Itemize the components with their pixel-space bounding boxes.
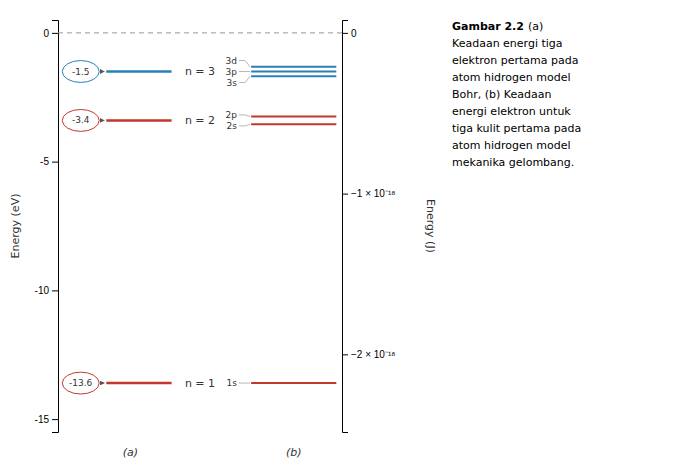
tick: 0: [342, 28, 357, 39]
level-label: n = 3: [185, 65, 215, 78]
reference-line: [58, 32, 342, 33]
caption-line: atom hidrogen model: [452, 139, 571, 152]
panel-label: (a): [123, 446, 138, 459]
plot-area: [58, 33, 342, 383]
axis-line: [52, 21, 59, 433]
data-label: -13.6: [69, 378, 93, 388]
tick-label: -10: [35, 285, 50, 296]
leader-line: [239, 124, 250, 126]
axis-line: [343, 21, 349, 433]
arrow: [101, 383, 104, 384]
tick-mark: [342, 33, 348, 34]
energy-level: [251, 75, 336, 77]
y2-axis-title: Energy (J): [424, 199, 437, 253]
sublevel-label: 1s: [226, 378, 237, 388]
energy-level: [106, 119, 171, 122]
energy-level: [106, 382, 171, 385]
caption-line: Keadaan energi tiga: [452, 37, 563, 50]
leader-line: [239, 115, 250, 117]
sublevel-label: 3s: [226, 78, 237, 88]
sublevel-label: 3d: [225, 56, 236, 66]
tick-mark: [52, 33, 58, 34]
energy-level: [251, 123, 336, 125]
sublevel-label: 3p: [225, 67, 237, 77]
tick-mark: [52, 290, 58, 291]
caption-line: energi elektron untuk: [452, 105, 571, 118]
tick-mark: [342, 354, 348, 355]
caption-line: Bohr, (b) Keadaan: [452, 88, 551, 101]
y2-axis: 0 −1 × 10⁻¹⁸ −2 × 10⁻¹⁸: [342, 21, 395, 433]
caption-line: mekanika gelombang.: [452, 156, 574, 169]
tick-label: −1 × 10⁻¹⁸: [351, 188, 395, 199]
energy-level: [251, 66, 336, 68]
tick-label: 0: [351, 28, 357, 39]
tick-mark: [52, 419, 58, 420]
tick-label: 0: [43, 28, 49, 39]
caption-line: tiga kulit pertama pada: [452, 122, 581, 135]
label-ellipse: [62, 109, 99, 131]
chart: 0 -5 -10 -15 0 −1 × 10⁻¹⁸ −2 × 10⁻¹⁸ Energy (eV…: [0, 0, 682, 476]
leader-line: [239, 76, 250, 82]
leader-line: [239, 71, 250, 72]
label-ellipse: [62, 372, 99, 394]
tick: −1 × 10⁻¹⁸: [342, 188, 395, 199]
caption-text: (a): [528, 20, 543, 33]
level-label: n = 1: [185, 377, 215, 390]
data-label: -1.5: [72, 67, 90, 77]
panel-label: (b): [286, 446, 302, 459]
energy-level: [251, 382, 336, 384]
label-ellipse: [62, 61, 99, 83]
tick: 0: [43, 28, 58, 39]
level-label: n = 2: [185, 114, 215, 127]
tick-label: −2 × 10⁻¹⁸: [351, 349, 395, 360]
caption-line: Gambar 2.2 (a): [452, 20, 543, 33]
tick: −2 × 10⁻¹⁸: [342, 349, 395, 360]
y-axis-title: Energy (eV): [9, 194, 22, 259]
tick-mark: [52, 162, 58, 163]
sublevel-label: 2p: [225, 110, 237, 120]
tick: -10: [35, 285, 58, 296]
energy-level: [106, 70, 171, 73]
y-axis: 0 -5 -10 -15: [35, 21, 59, 433]
leader-line: [239, 61, 250, 67]
labels: -13.6 n = 1 -3.4 n = 2 -1.5 n = 3 3d3p3s 2p2s 1s…: [62, 56, 301, 460]
arrow: [101, 120, 104, 121]
arrow: [101, 71, 104, 72]
caption-line: elektron pertama pada: [452, 54, 578, 67]
sublevel-label: 2s: [226, 121, 237, 131]
caption-title: Gambar 2.2: [452, 20, 524, 33]
tick-mark: [342, 194, 348, 195]
energy-level: [251, 116, 336, 118]
tick: -5: [40, 156, 58, 167]
tick: -15: [35, 414, 58, 425]
leader-line: [239, 383, 250, 384]
data-label: -3.4: [72, 115, 90, 125]
caption-line: atom hidrogen model: [452, 71, 571, 84]
energy-level: [251, 71, 336, 73]
tick-label: -5: [40, 156, 49, 167]
tick-label: -15: [35, 414, 50, 425]
